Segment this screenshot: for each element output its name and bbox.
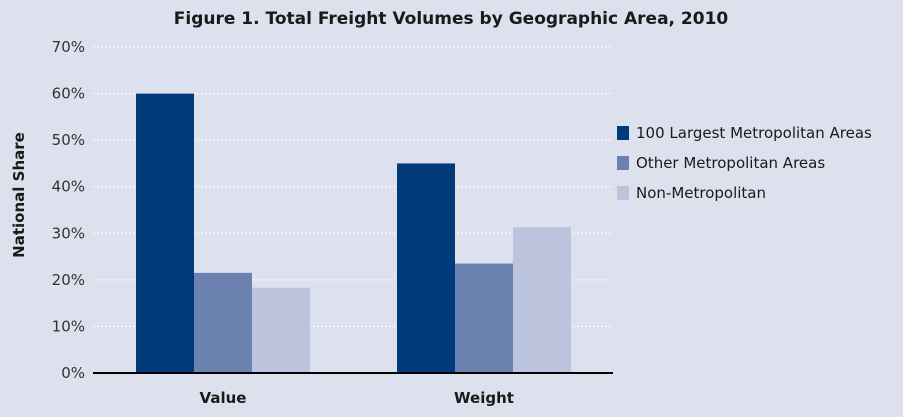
y-axis-label: National Share bbox=[10, 132, 28, 258]
bar bbox=[136, 93, 194, 374]
bar bbox=[455, 263, 513, 373]
category-label-layer: Value Weight bbox=[200, 389, 514, 407]
y-tick-label: 60% bbox=[52, 85, 85, 103]
x-category-label: Value bbox=[200, 389, 247, 407]
y-tick-label: 50% bbox=[52, 131, 85, 149]
bar bbox=[513, 227, 571, 373]
y-tick-label: 20% bbox=[52, 271, 85, 289]
legend: 100 Largest Metropolitan Areas Other Metr… bbox=[617, 124, 872, 202]
chart-title: Figure 1. Total Freight Volumes by Geogr… bbox=[174, 9, 729, 29]
y-tick-label: 40% bbox=[52, 178, 85, 196]
y-tick-label: 70% bbox=[52, 38, 85, 56]
legend-label: 100 Largest Metropolitan Areas bbox=[636, 124, 872, 142]
bar bbox=[397, 163, 455, 373]
bar-layer bbox=[136, 93, 571, 374]
y-tick-layer: 0% 10% 20% 30% 40% 50% 60% 70% bbox=[52, 38, 85, 382]
bar bbox=[194, 272, 252, 373]
legend-label: Other Metropolitan Areas bbox=[636, 154, 825, 172]
y-tick-label: 10% bbox=[52, 317, 85, 335]
y-tick-label: 30% bbox=[52, 224, 85, 242]
legend-label: Non-Metropolitan bbox=[636, 184, 766, 202]
legend-swatch bbox=[617, 156, 629, 170]
bar bbox=[252, 287, 310, 373]
legend-swatch bbox=[617, 126, 629, 140]
legend-swatch bbox=[617, 186, 629, 200]
x-category-label: Weight bbox=[454, 389, 514, 407]
y-tick-label: 0% bbox=[61, 364, 85, 382]
